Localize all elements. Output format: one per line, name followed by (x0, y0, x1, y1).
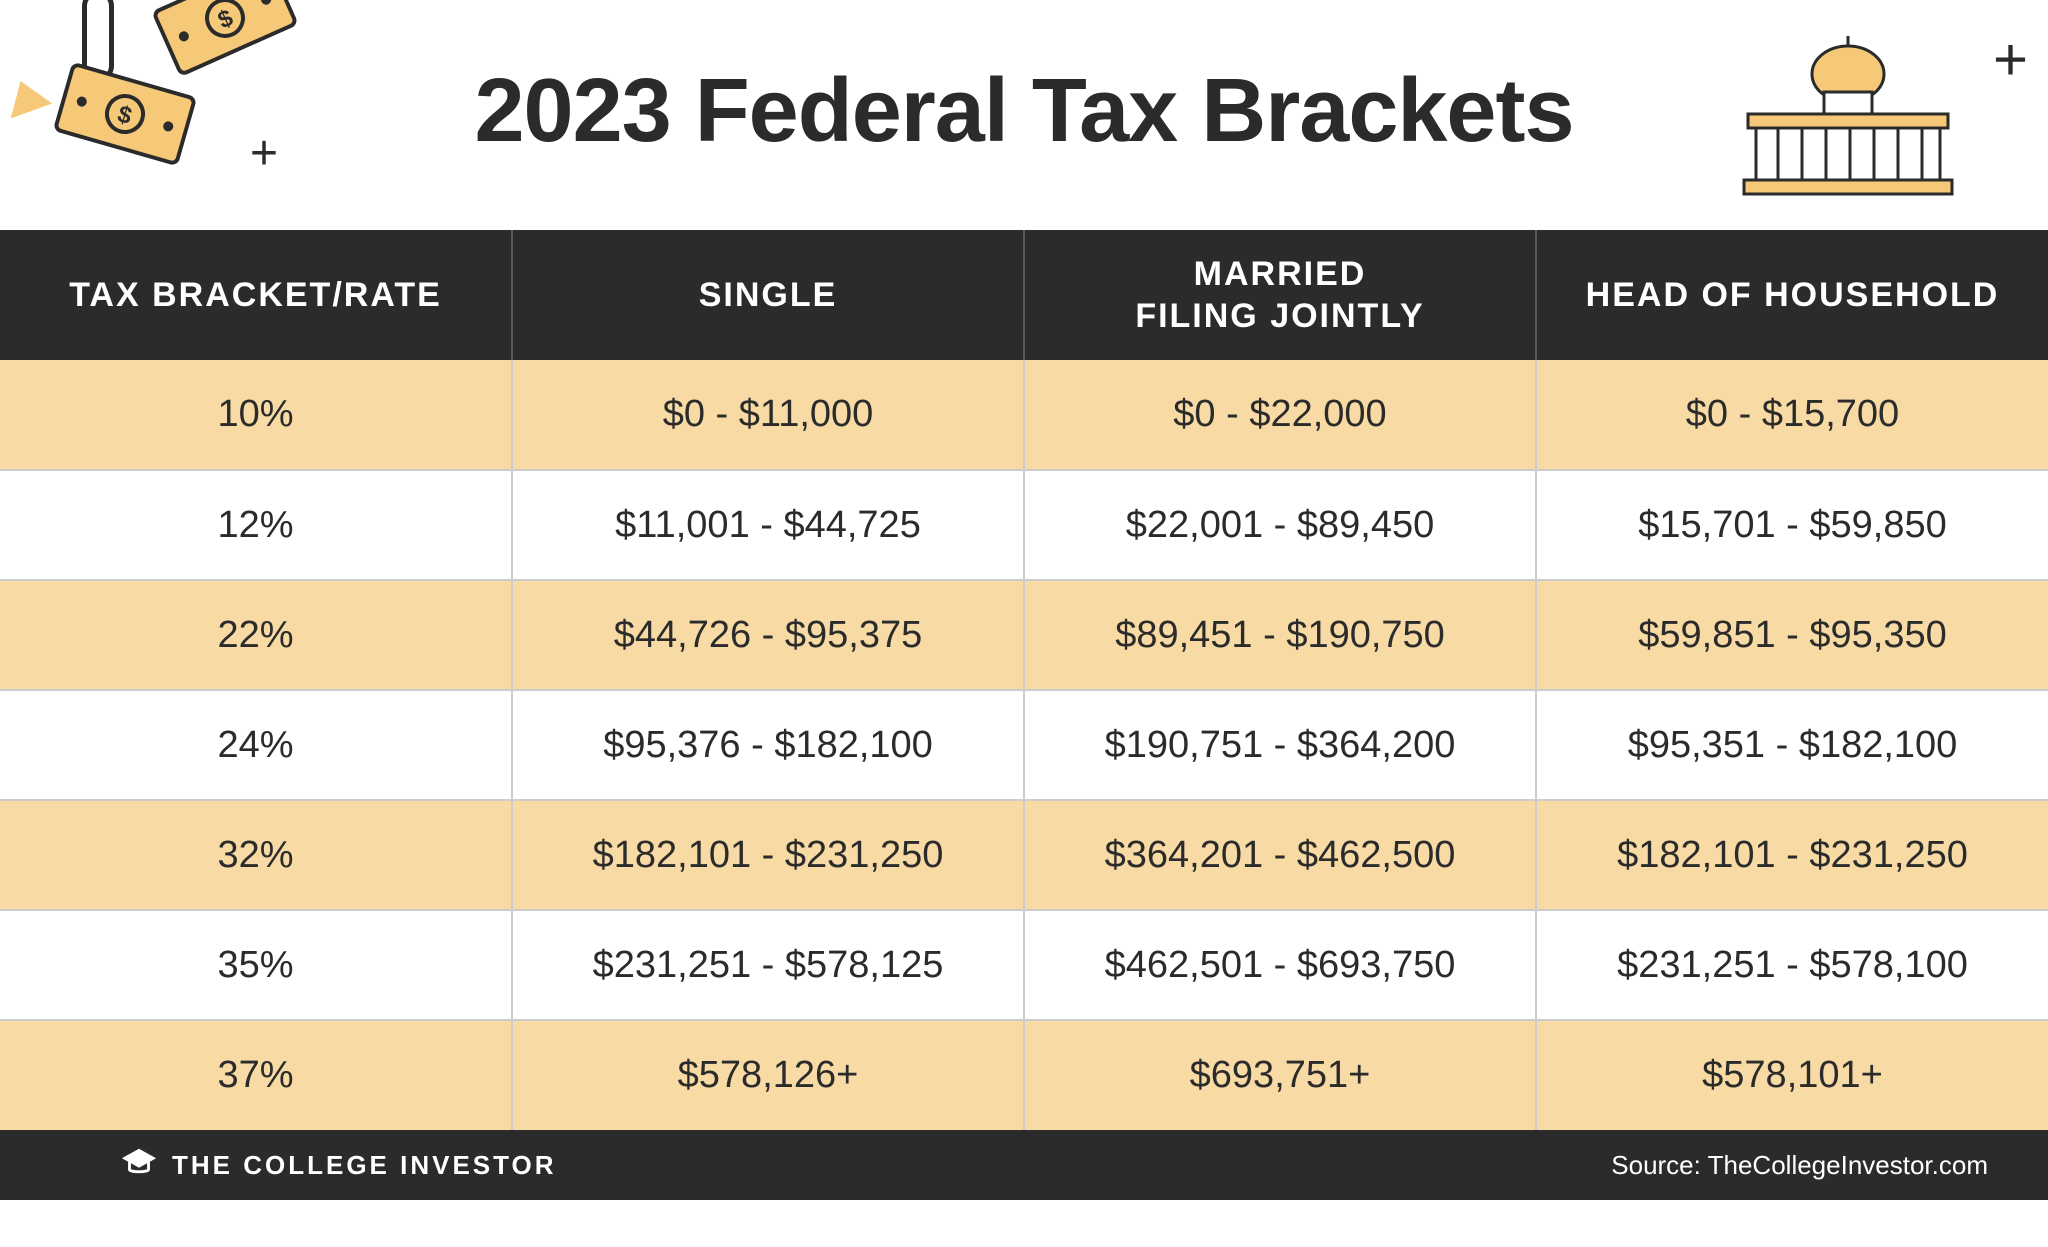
table-cell: $182,101 - $231,250 (1536, 800, 2048, 910)
table-row: 12%$11,001 - $44,725$22,001 - $89,450$15… (0, 470, 2048, 580)
table-cell: $95,376 - $182,100 (512, 690, 1024, 800)
table-cell: $0 - $15,700 (1536, 360, 2048, 470)
header: $ $ + + 2023 (0, 0, 2048, 230)
col-header-married: MARRIED FILING JOINTLY (1024, 230, 1536, 360)
brand-text: THE COLLEGE INVESTOR (172, 1150, 557, 1181)
infographic-page: $ $ + + 2023 (0, 0, 2048, 1247)
table-cell: $190,751 - $364,200 (1024, 690, 1536, 800)
table-header: TAX BRACKET/RATE SINGLE MARRIED FILING J… (0, 230, 2048, 360)
table-cell: 35% (0, 910, 512, 1020)
table-row: 24%$95,376 - $182,100$190,751 - $364,200… (0, 690, 2048, 800)
table-row: 37%$578,126+$693,751+$578,101+ (0, 1020, 2048, 1130)
table-cell: 24% (0, 690, 512, 800)
table-cell: 32% (0, 800, 512, 910)
table-cell: $89,451 - $190,750 (1024, 580, 1536, 690)
graduation-cap-icon (120, 1143, 158, 1188)
table-row: 35%$231,251 - $578,125$462,501 - $693,75… (0, 910, 2048, 1020)
table-cell: 37% (0, 1020, 512, 1130)
table-cell: $231,251 - $578,125 (512, 910, 1024, 1020)
table-cell: $231,251 - $578,100 (1536, 910, 2048, 1020)
table-cell: $44,726 - $95,375 (512, 580, 1024, 690)
table-cell: $11,001 - $44,725 (512, 470, 1024, 580)
table-cell: $462,501 - $693,750 (1024, 910, 1536, 1020)
col-header-hoh: HEAD OF HOUSEHOLD (1536, 230, 2048, 360)
table-row: 32%$182,101 - $231,250$364,201 - $462,50… (0, 800, 2048, 910)
table-row: 10%$0 - $11,000$0 - $22,000$0 - $15,700 (0, 360, 2048, 470)
table-cell: 12% (0, 470, 512, 580)
table-cell: $364,201 - $462,500 (1024, 800, 1536, 910)
table-cell: 10% (0, 360, 512, 470)
col-header-single: SINGLE (512, 230, 1024, 360)
table-cell: $693,751+ (1024, 1020, 1536, 1130)
table-row: 22%$44,726 - $95,375$89,451 - $190,750$5… (0, 580, 2048, 690)
table-cell: $578,126+ (512, 1020, 1024, 1130)
page-title: 2023 Federal Tax Brackets (0, 60, 2048, 163)
table-cell: $95,351 - $182,100 (1536, 690, 2048, 800)
footer: THE COLLEGE INVESTOR Source: TheCollegeI… (0, 1130, 2048, 1200)
tax-brackets-table: TAX BRACKET/RATE SINGLE MARRIED FILING J… (0, 230, 2048, 1130)
table-cell: $578,101+ (1536, 1020, 2048, 1130)
table-cell: $15,701 - $59,850 (1536, 470, 2048, 580)
col-header-rate: TAX BRACKET/RATE (0, 230, 512, 360)
table-cell: $182,101 - $231,250 (512, 800, 1024, 910)
brand: THE COLLEGE INVESTOR (120, 1143, 557, 1188)
table-cell: $0 - $11,000 (512, 360, 1024, 470)
table-cell: $59,851 - $95,350 (1536, 580, 2048, 690)
table-cell: $22,001 - $89,450 (1024, 470, 1536, 580)
source-text: Source: TheCollegeInvestor.com (1611, 1150, 1988, 1181)
table-cell: $0 - $22,000 (1024, 360, 1536, 470)
table-cell: 22% (0, 580, 512, 690)
table-body: 10%$0 - $11,000$0 - $22,000$0 - $15,7001… (0, 360, 2048, 1130)
